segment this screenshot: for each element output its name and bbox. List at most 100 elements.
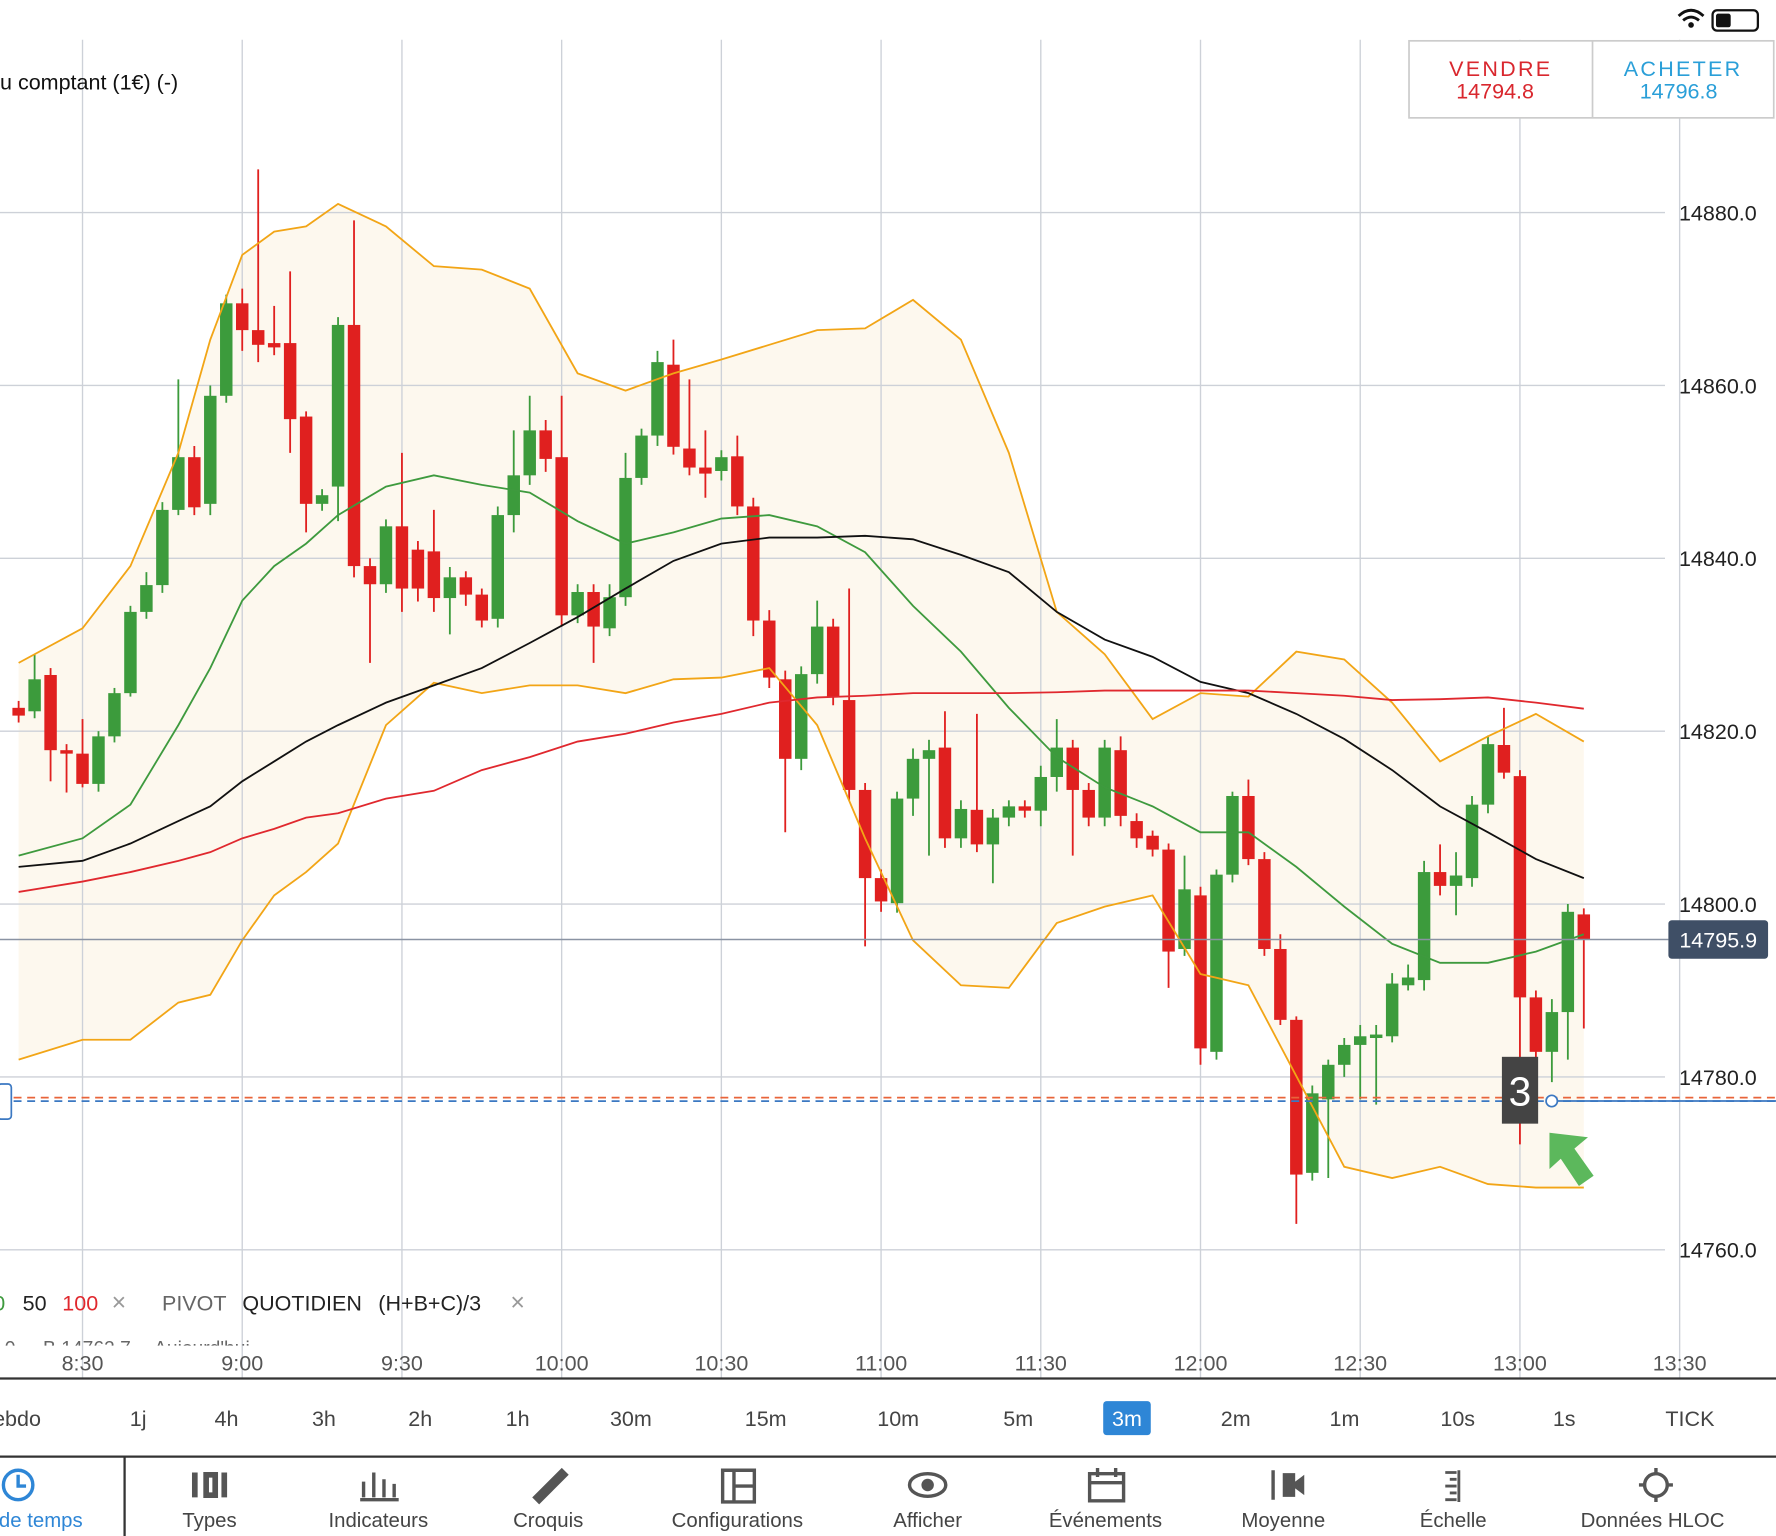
candle-body [124, 611, 137, 694]
candle-body [794, 674, 808, 759]
candle-body [603, 597, 616, 629]
candle-body [1417, 872, 1431, 981]
candle-body [395, 526, 409, 589]
timeframe[interactable]: 5m [1003, 1407, 1033, 1431]
candle-body [140, 585, 153, 612]
candle-body [1385, 983, 1399, 1037]
candle-body [810, 626, 824, 675]
indicators-icon[interactable] [360, 1472, 399, 1502]
croquis-icon[interactable] [532, 1467, 569, 1505]
candle-body [1258, 859, 1271, 949]
legend-item: 100 [62, 1292, 98, 1316]
candle-body [1481, 744, 1495, 805]
toolbar [1, 1467, 1673, 1505]
wifi-icon [1677, 8, 1705, 22]
config-icon[interactable] [720, 1468, 757, 1504]
eye-pupil [921, 1478, 934, 1492]
buy-label[interactable]: ACHETER [1624, 57, 1743, 81]
candle-body [283, 343, 297, 420]
legend-item: 0 [0, 1292, 5, 1316]
candle-body [411, 549, 425, 589]
toolbar-label[interactable]: Événements [1049, 1509, 1162, 1532]
candle-body [156, 509, 169, 586]
candle-body [1114, 750, 1127, 816]
candle-body [172, 457, 185, 510]
toolbar-label[interactable]: Configurations [672, 1510, 803, 1532]
candle-body [539, 430, 552, 459]
candle-body [331, 324, 345, 487]
toolbar-label[interactable]: Données HLOC [1581, 1510, 1725, 1532]
timeframe[interactable]: ebdo [0, 1407, 41, 1431]
candle-body [443, 577, 457, 599]
toolbar-label[interactable]: Moyenne [1241, 1510, 1325, 1532]
timeframe[interactable]: 1m [1330, 1407, 1360, 1431]
average-icon[interactable] [1271, 1470, 1305, 1500]
candle-body [1513, 776, 1527, 998]
timeframe[interactable]: 1s [1553, 1407, 1576, 1431]
x-tick-label: 12:30 [1333, 1352, 1387, 1376]
timeframe[interactable]: 10s [1440, 1407, 1475, 1431]
candle-body [938, 747, 952, 839]
battery-level [1715, 13, 1731, 28]
toolbar-label[interactable]: Types [182, 1510, 236, 1532]
candle-body [491, 515, 504, 619]
timeframe[interactable]: 3m [1112, 1407, 1142, 1431]
toolbar-label[interactable]: Indicateurs [328, 1510, 428, 1532]
candle-body [874, 878, 888, 902]
calendar-icon[interactable] [1087, 1467, 1126, 1503]
legend-item: 50 [23, 1292, 47, 1316]
buy-price[interactable]: 14796.8 [1640, 80, 1718, 104]
candle-body [1242, 795, 1255, 860]
candle-body [651, 362, 664, 436]
timeframe[interactable]: 3h [312, 1407, 336, 1431]
timeframe[interactable]: 15m [745, 1407, 787, 1431]
sell-label[interactable]: VENDRE [1449, 57, 1552, 81]
candle-body [1146, 835, 1159, 850]
timeframe[interactable]: 30m [610, 1407, 652, 1431]
legend-close[interactable]: × [112, 1289, 127, 1317]
eye-icon[interactable] [907, 1471, 948, 1498]
candle-body [1130, 821, 1143, 839]
clock-icon[interactable] [1, 1468, 35, 1502]
order-handle[interactable] [1545, 1094, 1559, 1108]
candle-body [890, 798, 904, 904]
types-icon[interactable] [191, 1471, 228, 1498]
candle-body [779, 679, 792, 759]
sell-price[interactable]: 14794.8 [1456, 80, 1534, 104]
level-handle[interactable] [0, 1083, 13, 1120]
scale-icon[interactable] [1445, 1470, 1461, 1502]
candle-body [571, 592, 584, 616]
candle-body [619, 477, 632, 598]
candle-body [715, 457, 728, 472]
pivot-close[interactable]: × [510, 1289, 525, 1317]
candle-body [108, 693, 121, 737]
candle-body [1465, 804, 1479, 879]
timeframe[interactable]: TICK [1665, 1407, 1715, 1431]
candle-body [1178, 889, 1191, 949]
toolbar-label[interactable]: de temps [0, 1510, 83, 1532]
toolbar-label[interactable]: Afficher [893, 1510, 962, 1532]
trade-box: VENDRE 14794.8 ACHETER 14796.8 [1408, 39, 1775, 119]
timeframe[interactable]: 2m [1221, 1407, 1251, 1431]
candle-body [236, 303, 249, 331]
x-tick-label: 13:00 [1493, 1352, 1547, 1376]
y-tick-label: 14800.0 [1679, 893, 1757, 917]
timeframe[interactable]: 10m [877, 1407, 919, 1431]
candle-body [1577, 914, 1591, 940]
timeframe[interactable]: 2h [408, 1407, 432, 1431]
candle-body [555, 457, 568, 616]
timeframe[interactable]: 1h [506, 1407, 530, 1431]
candle-body [1274, 948, 1287, 1020]
timeframe[interactable]: 4h [215, 1407, 239, 1431]
candle-body [267, 343, 281, 348]
pivot-label: (H+B+C)/3 [378, 1292, 481, 1316]
candle-body [699, 467, 712, 474]
toolbar-label[interactable]: Échelle [1420, 1509, 1487, 1532]
candle-body [60, 750, 73, 754]
timeframe[interactable]: 1j [130, 1407, 147, 1431]
legend-row: × PIVOT QUOTIDIEN (H+B+C)/3 × 5.0 B 1476… [0, 1289, 525, 1346]
toolbar-label[interactable]: Croquis [513, 1510, 583, 1532]
trade-box-frame [1408, 39, 1775, 119]
candle-body [1322, 1064, 1335, 1100]
